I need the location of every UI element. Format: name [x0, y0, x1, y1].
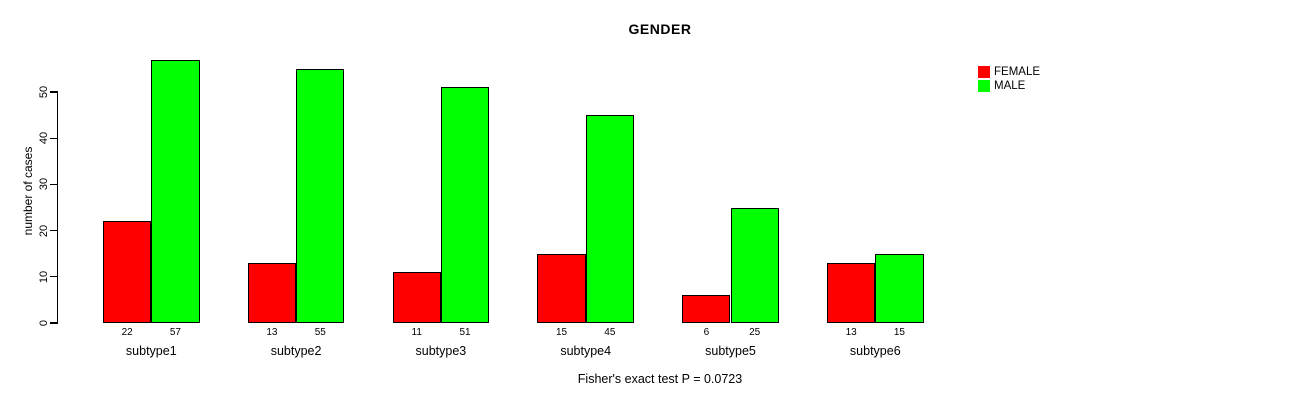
- legend-item-female: FEMALE: [978, 66, 1040, 78]
- y-axis-tick-label: 10: [38, 270, 50, 283]
- y-axis-tick: [50, 137, 58, 139]
- legend-swatch-male: [978, 79, 990, 92]
- x-axis-category-label: subtype3: [415, 344, 467, 358]
- x-axis-category-label: subtype2: [270, 344, 322, 358]
- bar-male-subtype5: [730, 207, 779, 323]
- y-axis-line: [57, 92, 59, 324]
- y-axis-tick: [50, 230, 58, 232]
- bar-female-subtype4: [537, 253, 586, 323]
- legend-swatch-female: [978, 66, 990, 78]
- bar-value-label: 51: [459, 327, 471, 338]
- bar-value-label: 45: [604, 327, 616, 338]
- bar-value-label: 55: [314, 327, 326, 338]
- bar-male-subtype2: [296, 68, 345, 323]
- bar-value-label: 15: [555, 327, 568, 338]
- y-axis-title: number of cases: [21, 146, 35, 236]
- x-axis-category-label: subtype5: [705, 344, 756, 358]
- bar-value-label: 11: [411, 327, 422, 338]
- legend-label: FEMALE: [994, 66, 1041, 78]
- bar-male-subtype1: [151, 59, 200, 323]
- bar-value-label: 25: [749, 327, 761, 338]
- bar-male-subtype6: [875, 253, 924, 323]
- footnote: Fisher's exact test P = 0.0723: [577, 372, 743, 386]
- bar-female-subtype5: [682, 295, 731, 323]
- legend: FEMALE MALE: [978, 66, 1040, 92]
- y-axis-tick-label: 20: [38, 224, 50, 237]
- legend-item-male: MALE: [978, 79, 1040, 92]
- x-axis-category-label: subtype4: [560, 344, 612, 358]
- x-axis-category-label: subtype1: [125, 344, 177, 358]
- bar-value-label: 13: [266, 327, 278, 338]
- y-axis-tick: [50, 322, 58, 324]
- y-axis-tick: [50, 276, 58, 278]
- bar-female-subtype6: [827, 262, 876, 323]
- bar-male-subtype3: [440, 87, 490, 323]
- bar-male-subtype4: [585, 115, 634, 323]
- y-axis-tick-label: 40: [38, 132, 50, 145]
- y-axis-tick-label: 30: [38, 178, 50, 191]
- legend-label: MALE: [994, 79, 1026, 92]
- bar-value-label: 57: [169, 327, 181, 338]
- bar-female-subtype1: [103, 221, 152, 323]
- y-axis-tick: [50, 183, 58, 185]
- bar-value-label: 13: [845, 327, 857, 338]
- bar-value-label: 6: [703, 327, 710, 338]
- bar-female-subtype2: [247, 262, 297, 323]
- bar-value-label: 22: [121, 327, 133, 338]
- y-axis-tick-label: 50: [38, 85, 50, 99]
- y-axis-tick: [50, 91, 58, 93]
- bar-female-subtype3: [392, 272, 441, 323]
- y-axis-tick-label: 0: [38, 319, 50, 327]
- x-axis-category-label: subtype6: [849, 344, 901, 358]
- chart-title: GENDER: [628, 21, 692, 37]
- bar-value-label: 15: [893, 327, 905, 338]
